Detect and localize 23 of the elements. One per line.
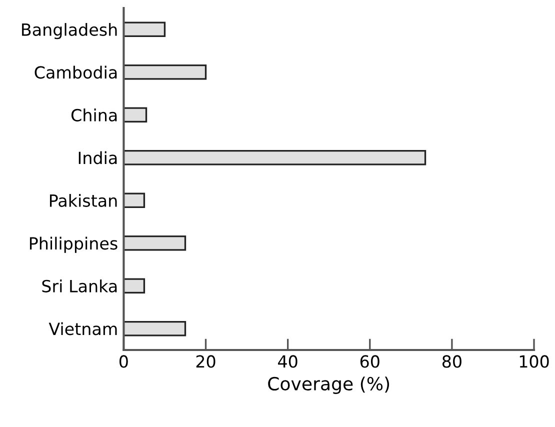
bar <box>124 235 186 251</box>
y-tick-label: Philippines <box>30 236 118 253</box>
x-tick-label: 100 <box>520 355 549 368</box>
bar <box>124 192 146 208</box>
y-tick-label: Cambodia <box>34 66 117 79</box>
x-axis-title: Coverage (%) <box>268 376 390 394</box>
x-tick-label: 80 <box>442 355 462 368</box>
y-tick-label: China <box>71 108 117 122</box>
y-tick-label: India <box>78 151 117 164</box>
y-tick-label: Pakistan <box>50 194 117 207</box>
x-tick-label: 20 <box>196 355 216 368</box>
bar <box>124 64 207 80</box>
bar <box>124 107 148 123</box>
bar <box>124 320 186 336</box>
y-tick-label: Sri Lanka <box>42 280 117 292</box>
bar <box>124 278 146 294</box>
bar <box>124 22 166 38</box>
x-tick-label: 40 <box>278 355 298 368</box>
bar <box>124 150 426 166</box>
x-tick-label: 60 <box>360 355 380 368</box>
x-tick-label: 0 <box>119 355 128 368</box>
y-tick-label: Vietnam <box>48 322 117 336</box>
y-tick-label: Bangladesh <box>22 23 117 40</box>
